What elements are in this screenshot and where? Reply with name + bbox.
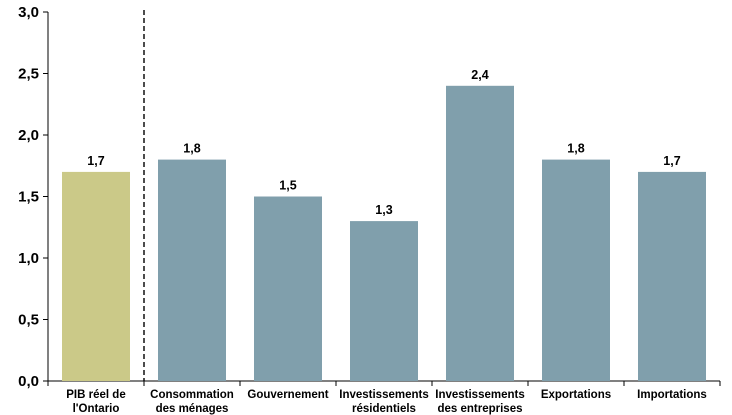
y-tick-label: 2,5 [18,66,39,83]
category-label: résidentiels [352,403,416,415]
category-label: Exportations [541,389,611,401]
category-label: des entreprises [437,403,522,415]
y-tick-label: 1,0 [18,250,39,267]
bar-value-label: 1,8 [567,142,584,156]
bar [62,171,130,381]
bar [350,221,418,381]
y-axis: 0,0 0,5 1,0 1,5 2,0 2,5 3,0 [18,4,49,390]
bar [446,85,514,382]
bar-value-label: 1,3 [375,203,392,217]
data-labels: 1,7 1,8 1,5 1,3 2,4 1,8 1,7 [87,68,680,217]
category-label: des ménages [156,403,229,415]
bar-value-label: 1,7 [663,154,680,168]
bar-value-label: 1,7 [87,154,104,168]
y-tick-label: 3,0 [18,4,39,21]
y-tick-label: 0,5 [18,312,39,329]
category-label: l'Ontario [73,403,120,415]
bar-value-label: 1,8 [183,142,200,156]
category-label: Investissements [339,389,429,401]
bars [62,85,706,382]
bar-value-label: 1,5 [279,179,296,193]
category-label: Consommation [150,389,234,401]
bar [158,159,226,381]
category-label: Importations [637,389,707,401]
y-tick-label: 0,0 [18,373,39,390]
category-labels: PIB réel de l'Ontario Consommation des ména… [66,389,707,415]
y-tick-label: 2,0 [18,127,39,144]
category-label: Gouvernement [247,389,328,401]
category-label: Investissements [435,389,525,401]
bar [254,196,322,381]
category-label: PIB réel de [66,389,125,401]
y-tick-label: 1,5 [18,189,39,206]
bar-value-label: 2,4 [471,68,488,82]
bar [542,159,610,381]
bar [638,171,706,381]
